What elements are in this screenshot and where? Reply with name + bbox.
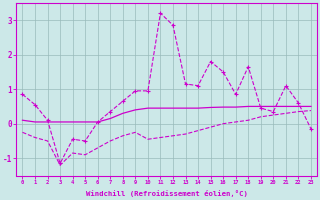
X-axis label: Windchill (Refroidissement éolien,°C): Windchill (Refroidissement éolien,°C) <box>86 190 248 197</box>
